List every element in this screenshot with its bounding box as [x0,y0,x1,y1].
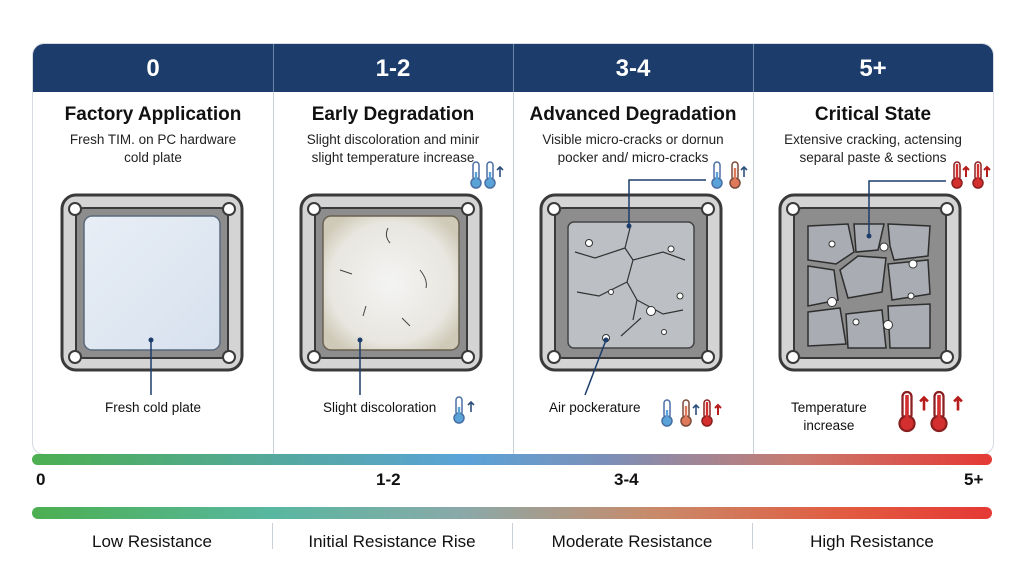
header-divider [513,44,514,92]
cold-plate-fresh [60,193,244,395]
cold-plate-discolored [299,193,483,395]
cold-plate-cracked [539,179,723,396]
scale-tick-3-4: 3-4 [614,470,639,489]
stage-title: Early Degradation [311,104,475,125]
callout-label: Fresh cold plate [104,400,202,415]
stage-description-line: Fresh TIM. on PC hardware [69,132,237,147]
column-divider [513,92,514,454]
stage-title: Advanced Degradation [529,104,737,125]
callout-label: Air pockerature [549,400,641,415]
column-divider [512,523,513,549]
stage-description-line: Extensive cracking, actensing [784,132,962,147]
column-divider [272,523,273,549]
thermometer-icon [711,161,723,189]
progress-scale-bar [32,454,992,465]
resistance-scale-bar [32,507,992,519]
stage-description: Visible micro-cracks or dornun pocker an… [513,131,753,167]
header-divider [273,44,274,92]
up-arrow-icon [692,404,700,416]
stage-description-line: separal paste & sections [799,150,947,165]
scale-tick-1-2: 1-2 [376,470,401,489]
stage-description-line: Visible micro-cracks or dornun [542,132,724,147]
stage-number-1-2: 1-2 [375,55,411,82]
stage-header-bar: 0 1-2 3-4 5+ [33,44,993,92]
up-arrow-icon [918,396,930,412]
resistance-label-moderate: Moderate Resistance [551,532,713,551]
callout-label-line: increase [803,418,855,433]
resistance-label-high: High Resistance [810,532,934,551]
thermometer-icon [680,399,692,427]
resistance-label-low: Low Resistance [91,532,212,551]
stage-number-5plus: 5+ [859,55,887,82]
thermometer-icon [661,399,673,427]
up-arrow-icon [952,396,964,412]
stage-description: Extensive cracking, actensing separal pa… [753,131,993,167]
stage-description-line: cold plate [124,150,182,165]
scale-tick-0: 0 [36,470,46,489]
stage-number-0: 0 [146,55,160,82]
up-arrow-icon [740,166,748,178]
up-arrow-icon [983,166,991,178]
thermometer-icon [930,390,948,433]
thermometer-icon [729,161,741,189]
up-arrow-icon [962,166,970,178]
stage-description-line: pocker and/ micro-cracks [557,150,709,165]
stage-description: Fresh TIM. on PC hardware cold plate [33,131,273,167]
column-divider [752,523,753,549]
cold-plate-critical [778,180,962,372]
up-arrow-icon [467,401,475,413]
stage-description: Slight discoloration and minir slight te… [273,131,513,167]
callout-label-line: Temperature [791,400,867,415]
thermometer-icon [898,390,916,433]
stage-title: Critical State [814,104,932,125]
callout-label: Slight discoloration [323,400,437,415]
thermometer-icon [951,161,963,189]
stage-description-line: slight temperature increase [311,150,475,165]
up-arrow-icon [714,404,722,416]
thermometer-icon [972,161,984,189]
header-divider [753,44,754,92]
callout-label: Temperature increase [791,399,867,435]
stage-description-line: Slight discoloration and minir [306,132,480,147]
thermometer-icon [470,161,482,189]
resistance-label-initial: Initial Resistance Rise [308,532,476,551]
column-divider [753,92,754,454]
stage-number-3-4: 3-4 [615,55,651,82]
thermometer-icon [453,396,465,424]
column-divider [273,92,274,454]
up-arrow-icon [496,166,504,178]
thermometer-icon [484,161,496,189]
thermometer-icon [701,399,713,427]
stage-title: Factory Application [64,104,242,125]
scale-tick-5plus: 5+ [964,470,984,489]
